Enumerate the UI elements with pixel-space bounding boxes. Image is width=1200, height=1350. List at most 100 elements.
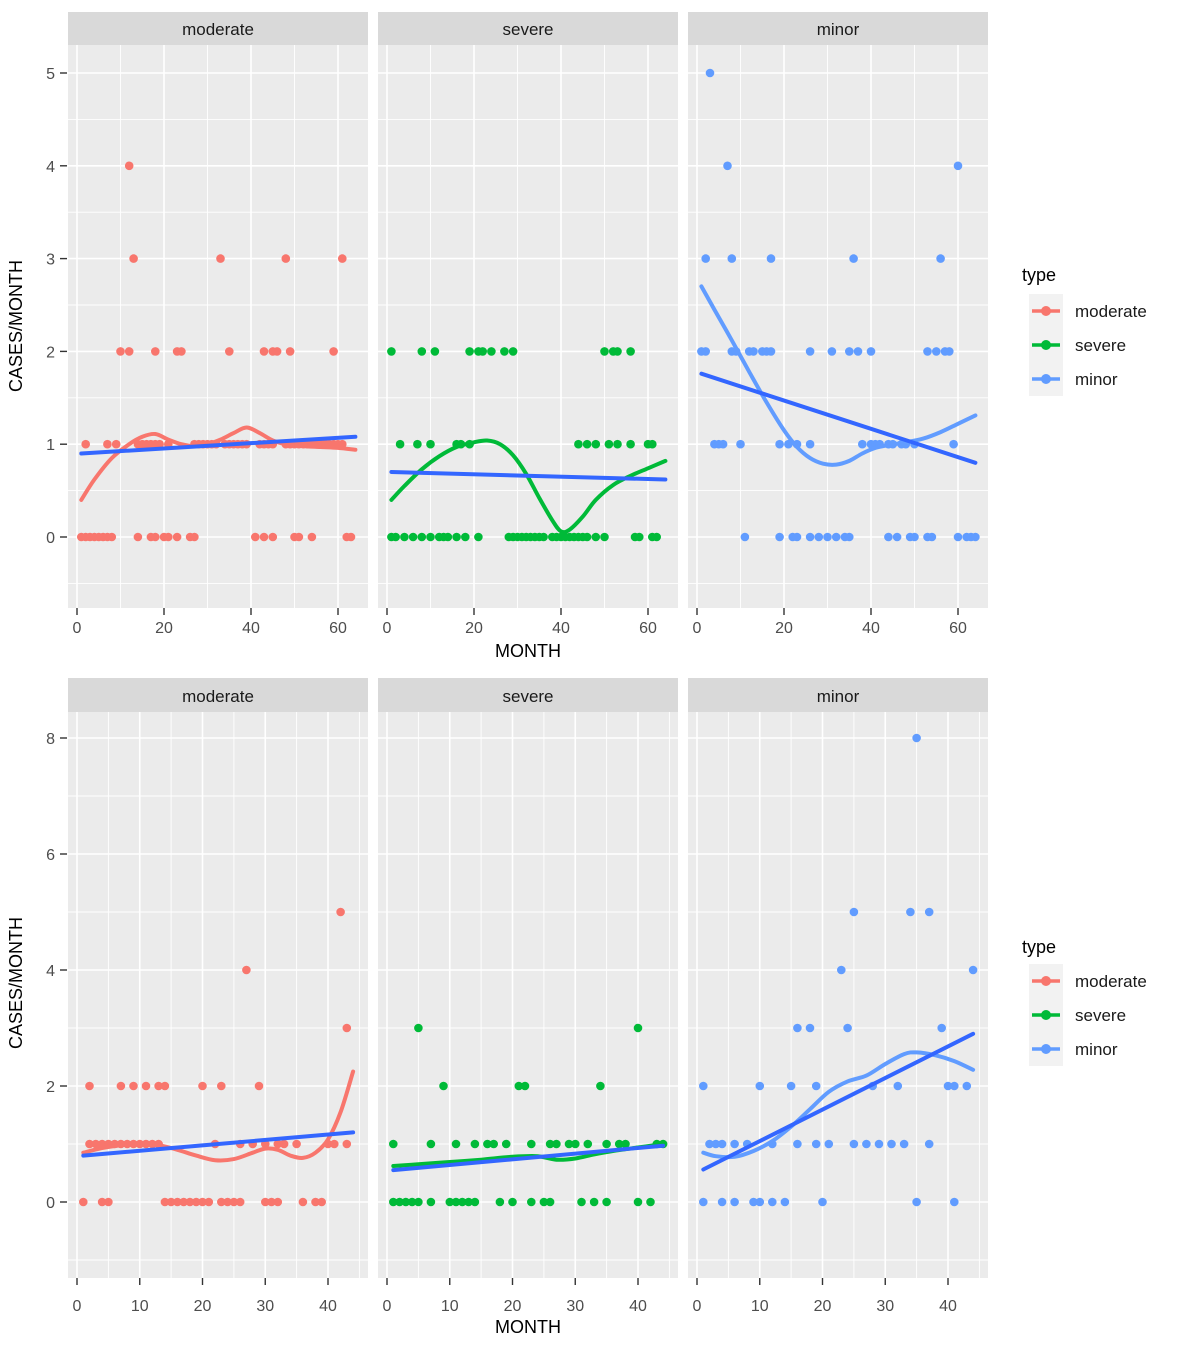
x-tick-label: 40 <box>552 620 570 637</box>
x-tick-label: 20 <box>775 620 793 637</box>
data-point <box>621 1139 630 1149</box>
data-point <box>229 1197 239 1207</box>
data-point <box>417 532 427 542</box>
data-point <box>866 347 876 356</box>
data-point <box>613 347 622 356</box>
data-point <box>805 439 815 449</box>
data-point <box>527 1197 536 1207</box>
data-point <box>292 1139 301 1149</box>
data-point <box>204 1197 214 1207</box>
lm-trend-line <box>701 1031 976 1172</box>
panel-minor <box>688 45 988 608</box>
data-point <box>545 1197 555 1207</box>
data-point <box>937 1023 946 1033</box>
data-point <box>452 532 461 542</box>
panel-severe <box>378 45 678 608</box>
data-point <box>217 1081 226 1091</box>
data-point <box>430 347 440 356</box>
data-point <box>936 254 945 263</box>
data-point <box>749 347 758 356</box>
legend-key-point <box>1041 1010 1051 1020</box>
data-point <box>577 1197 586 1207</box>
data-point <box>849 1139 859 1149</box>
data-point <box>912 1197 921 1207</box>
data-point <box>342 1139 352 1149</box>
data-point <box>849 907 859 917</box>
data-point <box>464 1197 473 1207</box>
data-point <box>172 532 182 542</box>
data-point <box>395 1197 404 1207</box>
x-tick-label: 60 <box>949 620 967 637</box>
data-point <box>478 347 488 356</box>
data-point <box>775 439 784 449</box>
data-point <box>626 439 635 449</box>
data-point <box>391 532 401 542</box>
data-point <box>414 1023 423 1033</box>
data-point <box>945 347 954 356</box>
data-point <box>633 1023 643 1033</box>
data-point <box>154 1081 163 1091</box>
data-point <box>259 532 269 542</box>
x-tick-label: 0 <box>693 620 702 637</box>
data-point <box>780 1197 790 1207</box>
data-point <box>892 532 902 542</box>
data-point <box>401 1197 411 1207</box>
data-point <box>465 347 474 356</box>
data-point <box>116 1081 126 1091</box>
data-point <box>600 347 609 356</box>
data-point <box>242 965 251 975</box>
data-point <box>701 254 710 263</box>
legend-title: type <box>1022 937 1056 957</box>
data-point <box>395 439 405 449</box>
x-tick-label: 30 <box>256 1298 274 1315</box>
loess-smooth-line <box>389 438 668 535</box>
panel-moderate <box>68 45 368 608</box>
y-tick-label: 5 <box>46 66 55 83</box>
x-axis-title: MONTH <box>495 1317 561 1337</box>
data-point <box>445 1197 455 1207</box>
data-point <box>129 1081 138 1091</box>
facet-strip-label: severe <box>502 687 553 706</box>
legend-item-label: severe <box>1075 1006 1126 1025</box>
data-point <box>893 1081 903 1091</box>
data-point <box>971 532 980 542</box>
data-point <box>805 532 815 542</box>
data-point <box>235 1197 245 1207</box>
data-point <box>426 532 435 542</box>
y-tick-label: 1 <box>46 437 55 454</box>
data-point <box>858 439 867 449</box>
data-point <box>223 1197 232 1207</box>
data-point <box>330 1139 339 1149</box>
data-point <box>853 347 863 356</box>
data-point <box>811 1081 821 1091</box>
data-point <box>899 1139 909 1149</box>
x-tick-label: 0 <box>73 620 82 637</box>
data-point <box>912 733 921 743</box>
data-point <box>727 254 737 263</box>
data-point <box>950 1081 959 1091</box>
x-tick-label: 0 <box>73 1298 82 1315</box>
data-point <box>614 1139 624 1149</box>
data-point <box>805 1023 815 1033</box>
data-point <box>185 1197 195 1207</box>
data-point <box>279 1139 289 1149</box>
data-point <box>151 347 160 356</box>
data-point <box>285 347 295 356</box>
y-tick-label: 8 <box>46 731 55 748</box>
legend-key-point <box>1041 374 1051 384</box>
data-point <box>254 1081 264 1091</box>
data-point <box>124 347 134 356</box>
data-point <box>699 1197 708 1207</box>
data-point <box>198 1081 207 1091</box>
facet-strip-label: severe <box>502 20 553 39</box>
legend-item-label: moderate <box>1075 972 1147 991</box>
data-point <box>943 1081 953 1091</box>
x-axis-title: MONTH <box>495 641 561 661</box>
data-point <box>164 532 173 542</box>
data-point <box>613 439 622 449</box>
data-point <box>417 347 427 356</box>
data-point <box>699 1081 708 1091</box>
data-point <box>487 347 496 356</box>
